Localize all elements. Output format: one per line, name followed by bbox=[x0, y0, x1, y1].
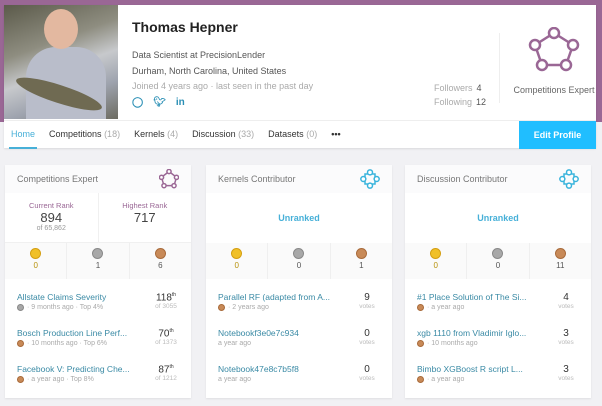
discussion-tier-icon bbox=[559, 169, 579, 189]
bronze-medal-icon bbox=[554, 248, 566, 259]
gold-medal-count[interactable]: 0 bbox=[206, 243, 267, 279]
item-title-link[interactable]: xgb 1110 from Vladimir Iglo... bbox=[417, 327, 527, 338]
item-title-link[interactable]: Parallel RF (adapted from A... bbox=[218, 291, 330, 302]
silver-medal-icon bbox=[293, 248, 305, 259]
tile-2: Discussion Contributor Unranked 0 0 11 #1 Pl… bbox=[405, 165, 591, 398]
twitter-icon[interactable]: 🐦︎ bbox=[153, 97, 166, 108]
competitions-tier-icon bbox=[528, 26, 580, 72]
list-item[interactable]: Bosch Production Line Perf... · 10 months… bbox=[17, 327, 177, 347]
list-item[interactable]: xgb 1110 from Vladimir Iglo... · 10 month… bbox=[417, 327, 574, 347]
tile-title: Competitions Expert bbox=[17, 174, 99, 184]
profile-title: Data Scientist at PrecisionLender bbox=[132, 50, 266, 60]
silver-medal-icon bbox=[17, 303, 24, 311]
profile-joined: Joined 4 years ago · last seen in the pa… bbox=[132, 81, 314, 91]
unranked-label: Unranked bbox=[477, 213, 519, 223]
tier-label: Competitions Expert bbox=[513, 85, 595, 95]
item-title-link[interactable]: Bimbo XGBoost R script L... bbox=[417, 363, 523, 374]
github-icon[interactable]: ◯ bbox=[132, 97, 144, 108]
followers[interactable]: Followers 4 bbox=[434, 83, 482, 93]
silver-medal-count[interactable]: 1 bbox=[66, 243, 128, 279]
profile-card: Thomas Hepner Data Scientist at Precisio… bbox=[4, 5, 596, 148]
highest-rank: Highest Rank 717 bbox=[97, 193, 192, 242]
item-title-link[interactable]: #1 Place Solution of The Si... bbox=[417, 291, 527, 302]
item-title-link[interactable]: Notebookf3e0e7c934 bbox=[218, 327, 299, 338]
gold-medal-icon bbox=[430, 248, 442, 259]
gold-medal-count[interactable]: 0 bbox=[5, 243, 66, 279]
tab-kernels[interactable]: Kernels (4) bbox=[134, 128, 179, 139]
gold-medal-count[interactable]: 0 bbox=[405, 243, 466, 279]
competitions-tier-icon bbox=[159, 169, 179, 189]
item-title-link[interactable]: Facebook V: Predicting Che... bbox=[17, 363, 130, 374]
tile-title: Kernels Contributor bbox=[218, 174, 296, 184]
item-title-link[interactable]: Bosch Production Line Perf... bbox=[17, 327, 128, 338]
current-rank: Current Rank 894 of 65,862 bbox=[28, 201, 74, 232]
bronze-medal-icon bbox=[355, 248, 367, 259]
divider bbox=[499, 33, 500, 103]
tab-discussion[interactable]: Discussion (33) bbox=[192, 128, 255, 139]
bronze-medal-count[interactable]: 1 bbox=[329, 243, 392, 279]
silver-medal-count[interactable]: 0 bbox=[267, 243, 329, 279]
list-item[interactable]: Parallel RF (adapted from A... · 2 years … bbox=[218, 291, 375, 311]
tier-badge: Competitions Expert bbox=[509, 26, 599, 97]
unranked-label: Unranked bbox=[278, 213, 320, 223]
bronze-medal-icon bbox=[154, 248, 166, 259]
tile-0: Competitions Expert Current Rank 894 of 65… bbox=[5, 165, 191, 398]
tab-home[interactable]: Home bbox=[4, 121, 42, 149]
bronze-medal-count[interactable]: 11 bbox=[528, 243, 591, 279]
bronze-medal-icon bbox=[17, 375, 24, 383]
silver-medal-count[interactable]: 0 bbox=[466, 243, 528, 279]
bronze-medal-icon bbox=[17, 339, 24, 347]
list-item[interactable]: Notebook47e8c7b5f8 a year ago 0 votes bbox=[218, 363, 375, 383]
bronze-medal-icon bbox=[417, 375, 424, 383]
list-item[interactable]: Facebook V: Predicting Che... · a year ag… bbox=[17, 363, 177, 383]
silver-medal-icon bbox=[492, 248, 504, 259]
tile-title: Discussion Contributor bbox=[417, 174, 508, 184]
gold-medal-icon bbox=[231, 248, 243, 259]
item-title-link[interactable]: Allstate Claims Severity bbox=[17, 291, 107, 302]
avatar bbox=[4, 5, 118, 119]
tab-datasets[interactable]: Datasets (0) bbox=[268, 128, 318, 139]
following[interactable]: Following 12 bbox=[434, 97, 487, 107]
edit-profile-button[interactable]: Edit Profile bbox=[519, 121, 596, 149]
list-item[interactable]: Allstate Claims Severity · 9 months ago ·… bbox=[17, 291, 177, 311]
list-item[interactable]: #1 Place Solution of The Si... · a year a… bbox=[417, 291, 574, 311]
list-item[interactable]: Notebookf3e0e7c934 a year ago 0 votes bbox=[218, 327, 375, 347]
item-title-link[interactable]: Notebook47e8c7b5f8 bbox=[218, 363, 299, 374]
bronze-medal-count[interactable]: 6 bbox=[128, 243, 191, 279]
profile-nav: Home Competitions (18) Kernels (4) Discu… bbox=[4, 120, 596, 149]
more-menu-button[interactable]: ••• bbox=[331, 128, 341, 139]
tile-1: Kernels Contributor Unranked 0 0 1 Parallel … bbox=[206, 165, 392, 398]
linkedin-icon[interactable]: in bbox=[175, 97, 185, 108]
bronze-medal-icon bbox=[417, 303, 424, 311]
gold-medal-icon bbox=[30, 248, 42, 259]
kernels-tier-icon bbox=[360, 169, 380, 189]
tab-competitions[interactable]: Competitions (18) bbox=[49, 128, 121, 139]
profile-location: Durham, North Carolina, United States bbox=[132, 66, 287, 76]
bronze-medal-icon bbox=[417, 339, 424, 347]
profile-name: Thomas Hepner bbox=[132, 19, 238, 35]
silver-medal-icon bbox=[92, 248, 104, 259]
bronze-medal-icon bbox=[218, 303, 225, 311]
list-item[interactable]: Bimbo XGBoost R script L... · a year ago … bbox=[417, 363, 574, 383]
